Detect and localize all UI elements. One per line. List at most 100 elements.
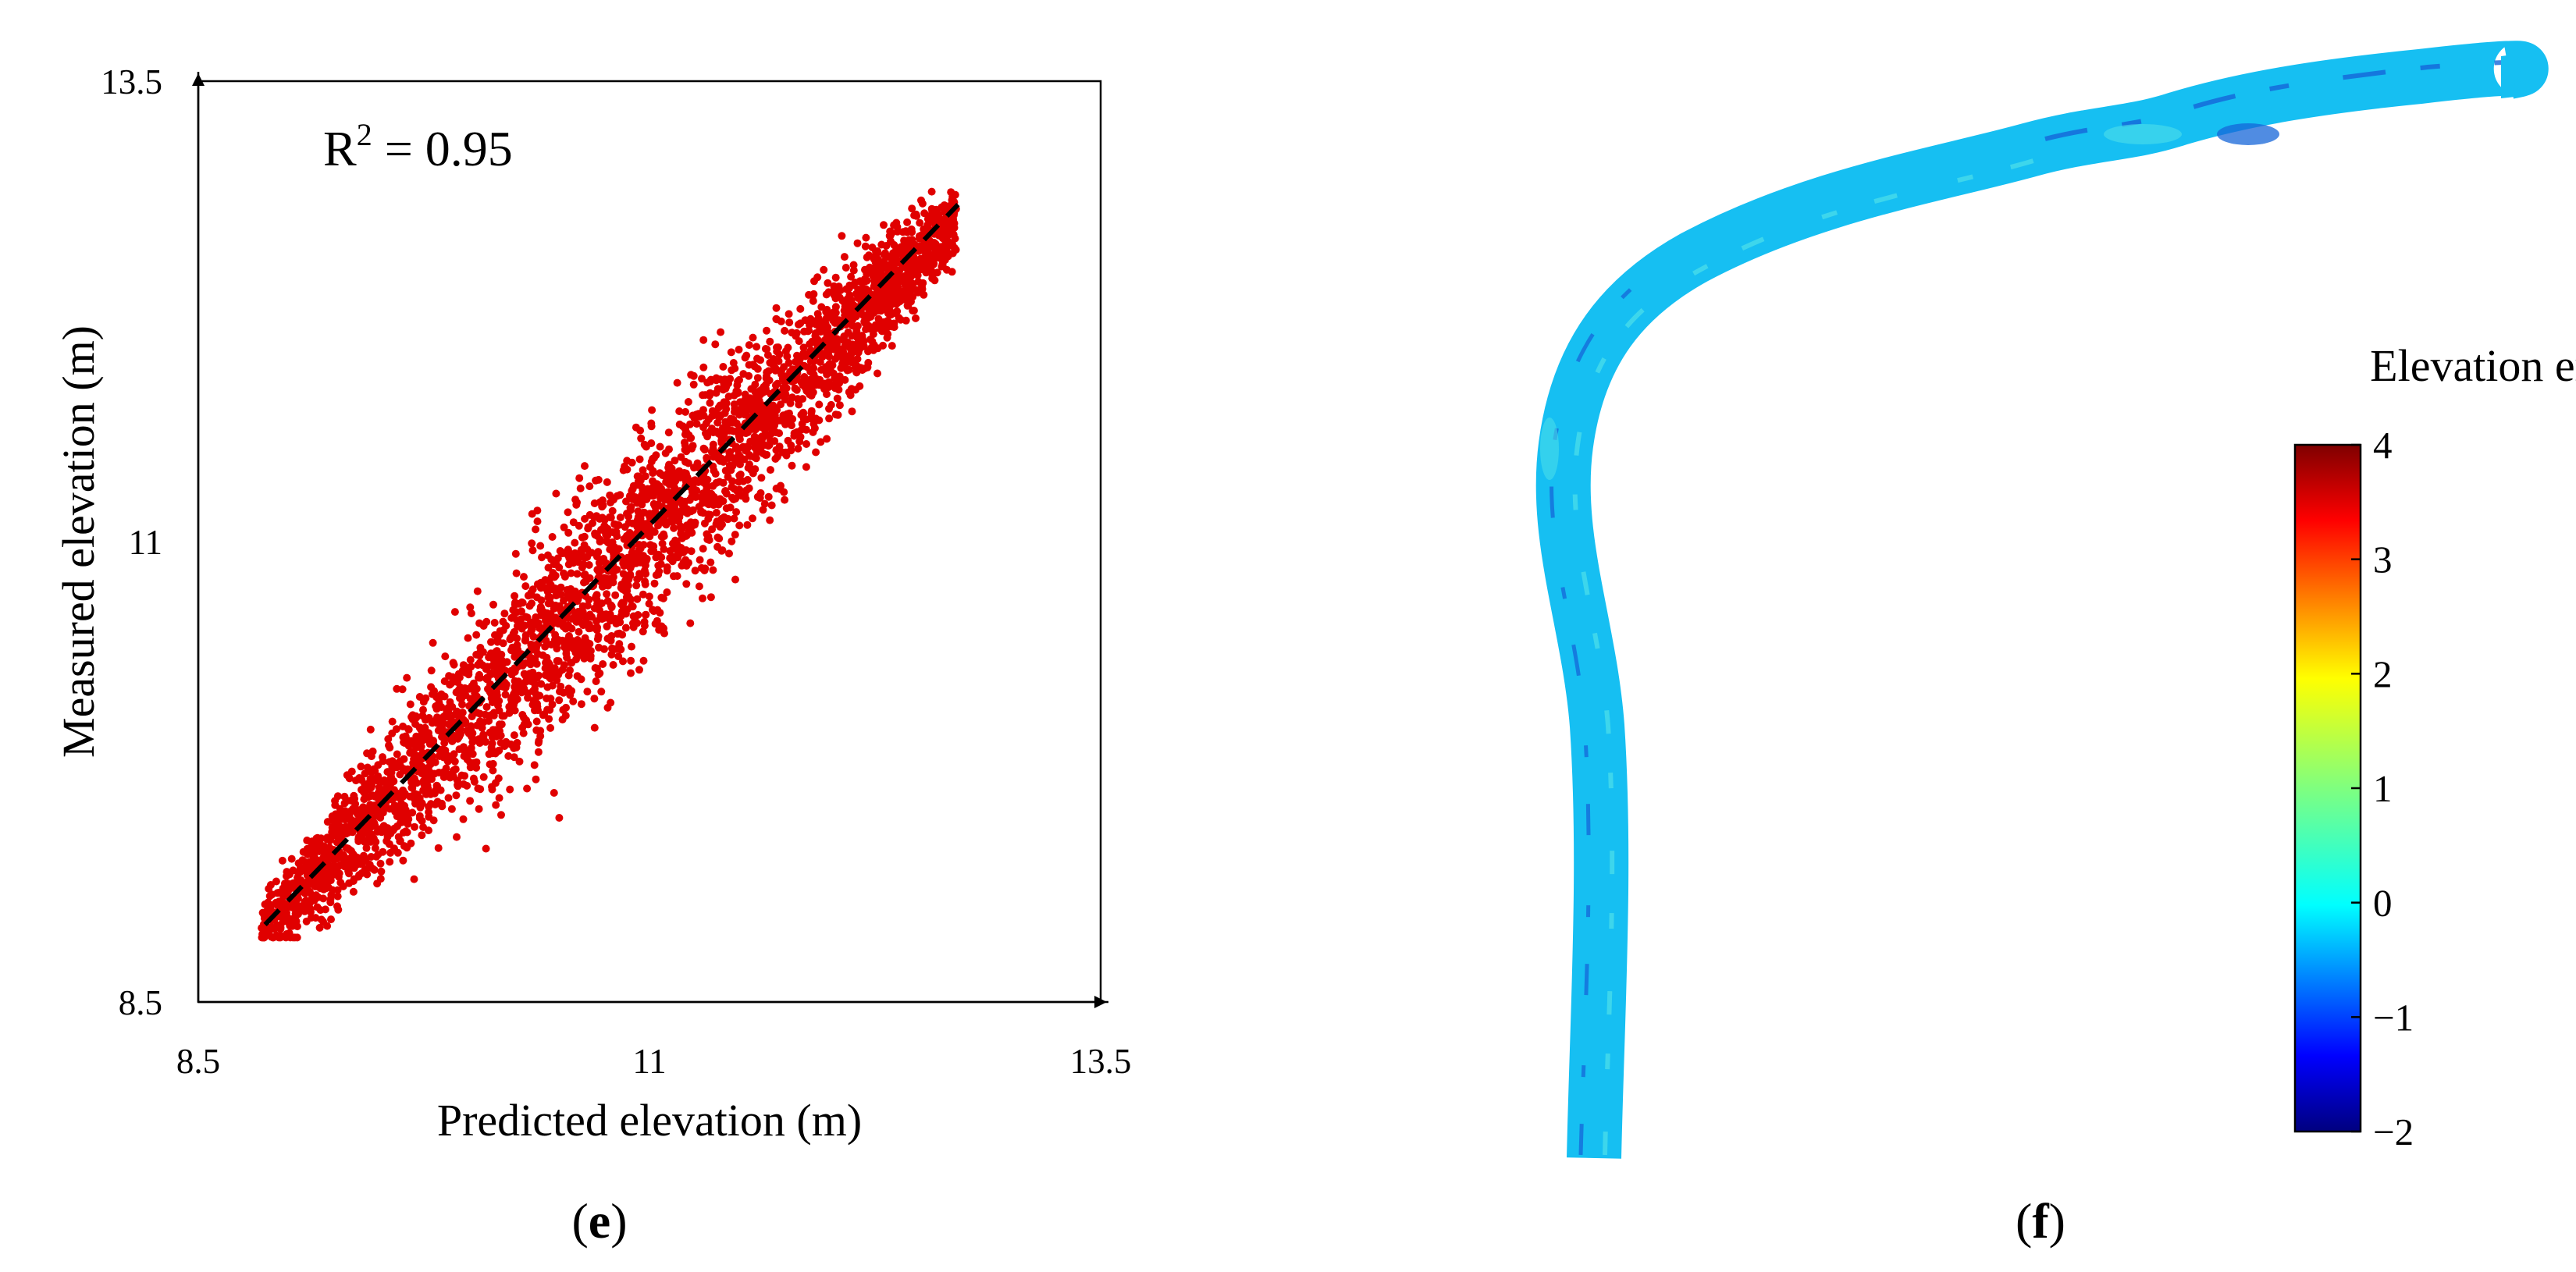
scatter-point [711, 470, 720, 478]
river-light-patch [2104, 124, 2182, 144]
scatter-point [284, 886, 293, 895]
scatter-point [916, 219, 924, 227]
x-tick-label: 11 [632, 1042, 666, 1081]
scatter-point [639, 541, 648, 549]
scatter-point [681, 407, 689, 416]
scatter-point [892, 300, 901, 308]
scatter-point [653, 616, 661, 625]
scatter-point [499, 626, 507, 634]
scatter-point [761, 345, 770, 353]
scatter-point [684, 398, 692, 406]
colorbar-tick-label: 4 [2373, 424, 2393, 467]
scatter-point [373, 773, 382, 782]
scatter-point [830, 307, 838, 316]
scatter-point [663, 563, 671, 571]
scatter-point [468, 738, 477, 746]
scatter-point [800, 327, 809, 336]
scatter-point [689, 380, 698, 389]
scatter-point [682, 447, 691, 456]
scatter-point [712, 389, 720, 397]
scatter-point [591, 531, 600, 539]
scatter-point [318, 855, 327, 863]
scatter-point [708, 525, 717, 534]
scatter-point [378, 789, 386, 798]
x-tick-labels: 8.5 11 13.5 [176, 1042, 1132, 1081]
scatter-point [366, 775, 375, 783]
scatter-point [537, 611, 546, 620]
scatter-point [718, 521, 726, 529]
scatter-point [475, 673, 482, 682]
scatter-point [666, 554, 674, 563]
scatter-point [604, 538, 612, 547]
scatter-point [836, 286, 845, 295]
scatter-point [790, 432, 799, 440]
scatter-point [864, 358, 873, 367]
scatter-point [741, 491, 749, 499]
scatter-point [291, 922, 300, 930]
scatter-point [452, 791, 461, 800]
scatter-point [594, 670, 603, 679]
scatter-point [524, 694, 532, 702]
scatter-point [926, 218, 934, 226]
scatter-point [626, 571, 635, 580]
scatter-point [400, 755, 408, 763]
scatter-point [743, 521, 752, 529]
scatter-point [813, 336, 822, 344]
scatter-point [715, 535, 724, 543]
scatter-point [487, 745, 496, 754]
scatter-point [581, 514, 589, 523]
scatter-point [841, 375, 849, 384]
scatter-point [618, 585, 627, 594]
scatter-point [745, 361, 753, 369]
scatter-point [521, 636, 529, 645]
x-axis-arrowhead [1094, 996, 1107, 1008]
scatter-point [720, 409, 729, 417]
scatter-point [711, 340, 720, 349]
scatter-point [945, 238, 953, 247]
scatter-point [731, 404, 739, 413]
scatter-point [639, 627, 647, 636]
scatter-point [429, 638, 437, 647]
scatter-point [597, 688, 606, 696]
scatter-point [510, 731, 518, 740]
scatter-point [534, 738, 543, 747]
scatter-point [466, 603, 475, 612]
scatter-point [466, 797, 475, 805]
scatter-point [842, 364, 851, 373]
colorbar-tick-label: 2 [2373, 652, 2393, 695]
scatter-point [749, 402, 758, 410]
scatter-point [703, 378, 712, 387]
scatter-point [820, 265, 828, 274]
scatter-point [930, 276, 939, 285]
scatter-point [779, 411, 788, 420]
scatter-point [706, 593, 715, 602]
scatter-point [772, 304, 781, 312]
scatter-point [384, 735, 393, 743]
scatter-point [828, 361, 837, 369]
scatter-point [550, 673, 558, 681]
scatter-point [415, 723, 424, 732]
scatter-point [749, 333, 757, 342]
scatter-point [298, 903, 307, 911]
scatter-point [307, 844, 315, 853]
scatter-point [436, 725, 445, 734]
scatter-point [900, 238, 909, 247]
scatter-point [699, 363, 708, 371]
scatter-point [511, 592, 519, 600]
scatter-point [529, 645, 538, 654]
scatter-point [885, 263, 894, 272]
scatter-point [890, 221, 898, 229]
scatter-point [335, 830, 343, 838]
scatter-point [731, 444, 740, 453]
scatter-point [834, 410, 842, 419]
river-channel-map [1535, 41, 2549, 1159]
scatter-point [590, 695, 599, 703]
scatter-point [699, 594, 706, 602]
scatter-point [532, 525, 540, 534]
scatter-point [530, 761, 539, 769]
scatter-point [546, 723, 555, 732]
colorbar-tick-label: 3 [2373, 538, 2393, 581]
scatter-point [539, 711, 547, 719]
scatter-point [361, 865, 369, 873]
scatter-point [799, 343, 808, 352]
